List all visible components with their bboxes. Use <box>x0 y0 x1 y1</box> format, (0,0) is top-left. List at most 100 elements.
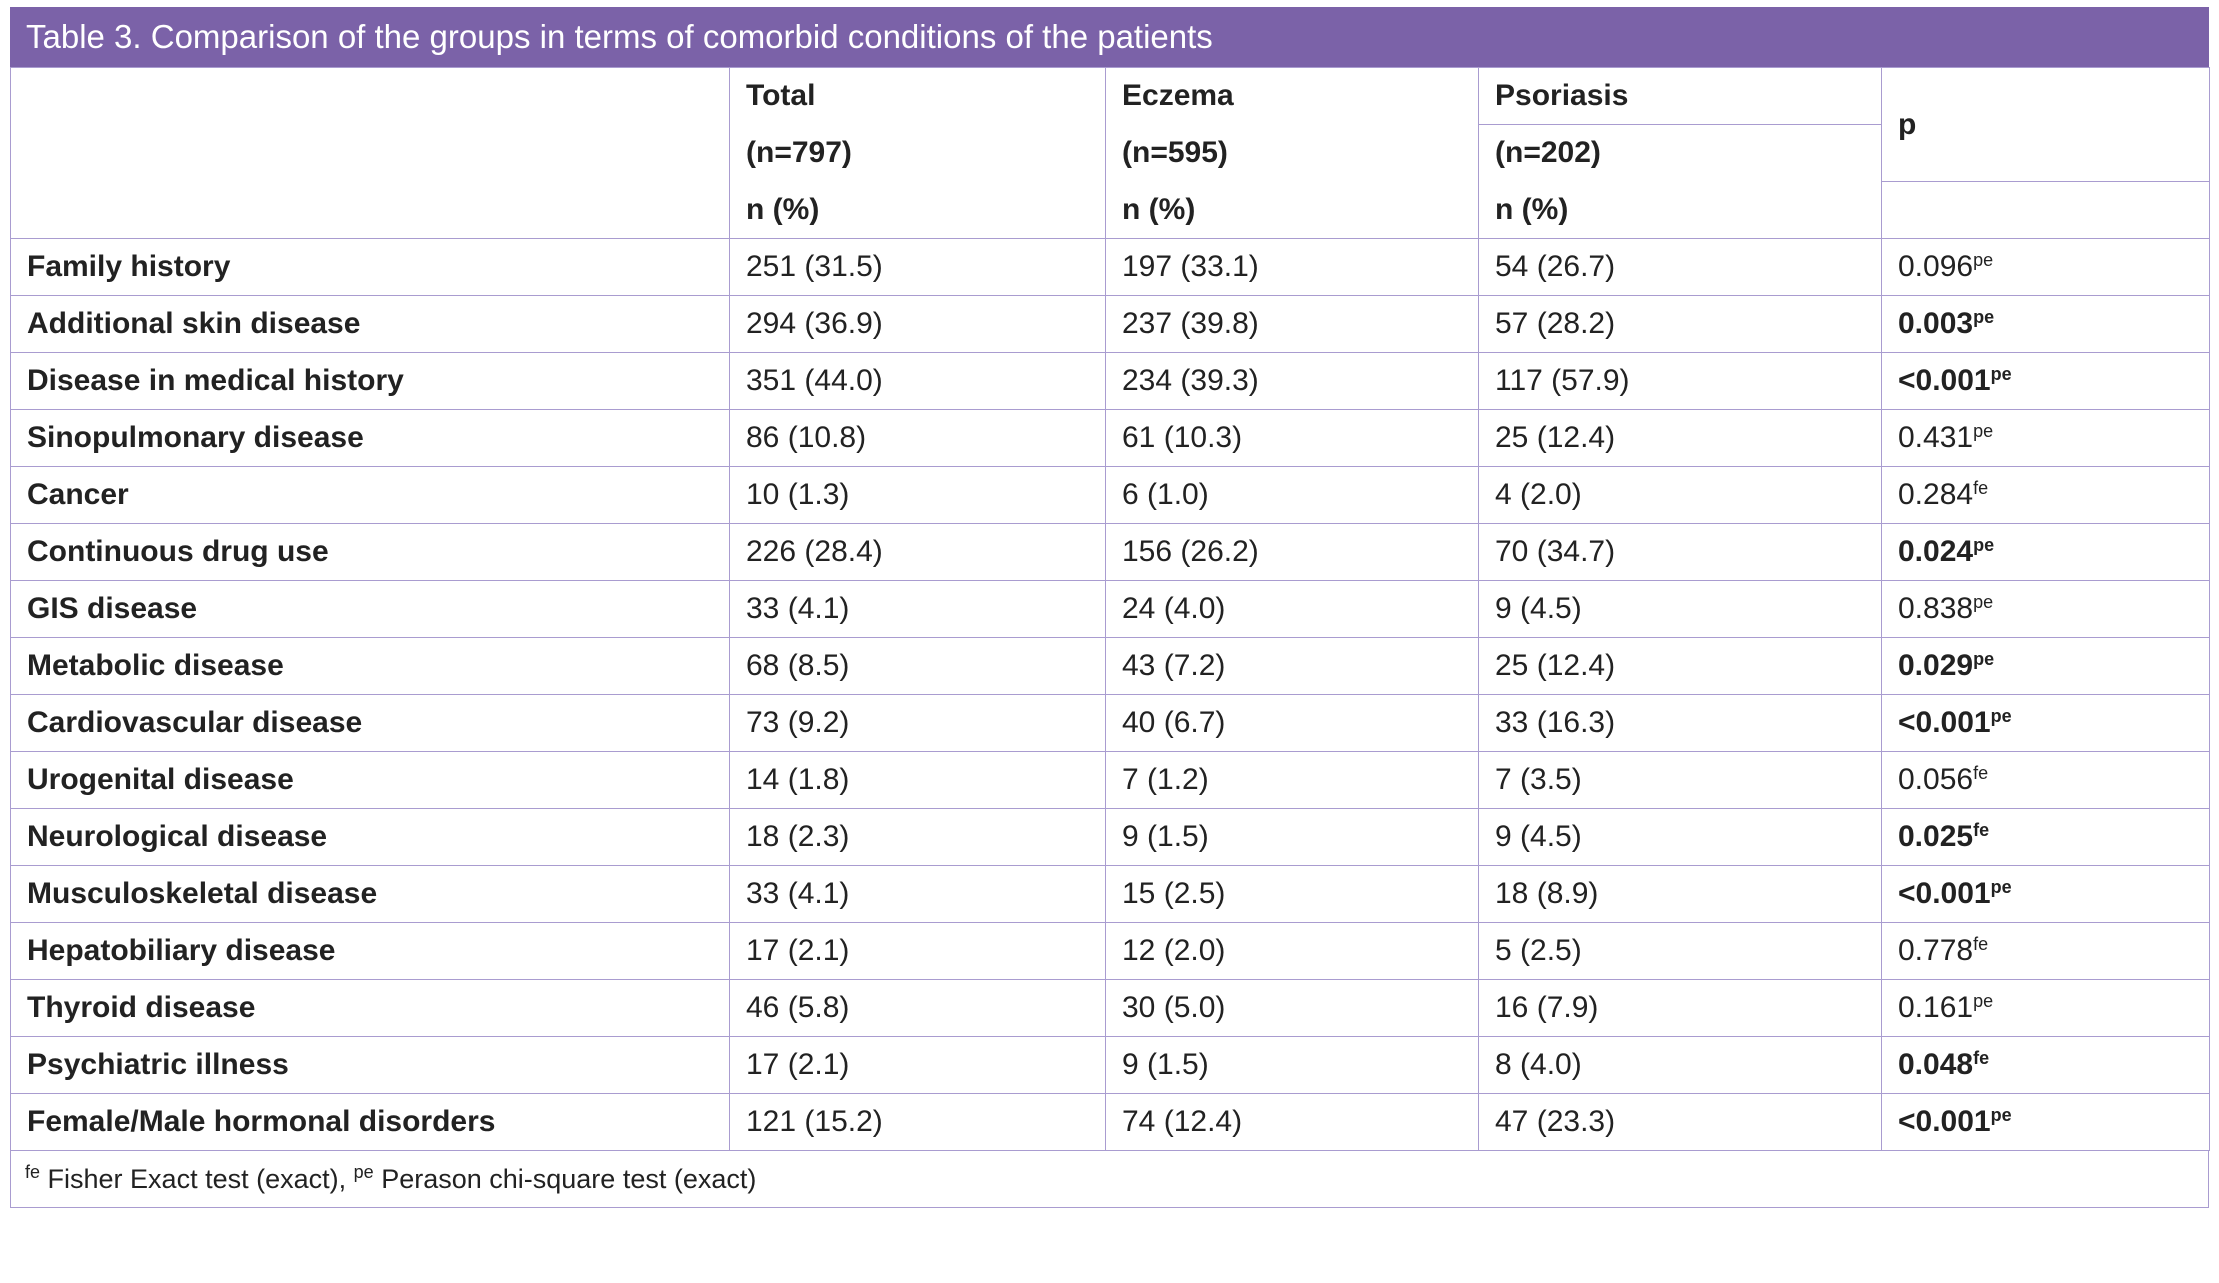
test-mark: fe <box>1973 763 1989 783</box>
test-mark: pe <box>1990 877 2012 897</box>
test-mark: fe <box>1973 1048 1990 1068</box>
footnote-mark: pe <box>353 1162 374 1182</box>
total-cell: 17 (2.1) <box>729 1036 1106 1094</box>
row-label: Continuous drug use <box>10 523 730 581</box>
header-cell <box>10 67 730 239</box>
eczema-cell: 61 (10.3) <box>1105 409 1479 467</box>
p-cell: 0.024pe <box>1881 523 2210 581</box>
row-label: Family history <box>10 238 730 296</box>
row-label: Thyroid disease <box>10 979 730 1037</box>
total-cell: 10 (1.3) <box>729 466 1106 524</box>
total-cell: 121 (15.2) <box>729 1093 1106 1151</box>
eczema-cell: 234 (39.3) <box>1105 352 1479 410</box>
p-cell: <0.001pe <box>1881 694 2210 752</box>
row-label: Metabolic disease <box>10 637 730 695</box>
total-cell: 14 (1.8) <box>729 751 1106 809</box>
p-value: 0.025 <box>1898 820 1974 853</box>
table-title: Table 3. Comparison of the groups in ter… <box>10 7 2209 67</box>
test-mark: pe <box>1973 307 1995 327</box>
p-value: <0.001 <box>1898 877 1991 910</box>
psoriasis-cell: 8 (4.0) <box>1478 1036 1882 1094</box>
total-cell: 351 (44.0) <box>729 352 1106 410</box>
total-cell: 18 (2.3) <box>729 808 1106 866</box>
data-row: Thyroid disease 46 (5.8) 30 (5.0) 16 (7.9) 0… <box>10 979 2210 1037</box>
test-mark: pe <box>1990 364 2012 384</box>
test-mark: pe <box>1973 421 1994 441</box>
test-mark: pe <box>1973 991 1994 1011</box>
header-row: Total Eczema Psoriasis p <box>10 67 2210 239</box>
data-row: Cancer 10 (1.3) 6 (1.0) 4 (2.0) 0.284fe <box>10 466 2210 524</box>
data-row: Disease in medical history 351 (44.0) 234 … <box>10 352 2210 410</box>
column-unit: n (%) <box>1478 181 1882 239</box>
row-label: GIS disease <box>10 580 730 638</box>
data-row: Sinopulmonary disease 86 (10.8) 61 (10.3) 2… <box>10 409 2210 467</box>
p-value: 0.029 <box>1898 649 1974 682</box>
data-row: Neurological disease 18 (2.3) 9 (1.5) 9 (4.… <box>10 808 2210 866</box>
row-label: Cancer <box>10 466 730 524</box>
p-cell: 0.431pe <box>1881 409 2210 467</box>
psoriasis-cell: 70 (34.7) <box>1478 523 1882 581</box>
p-cell: <0.001pe <box>1881 352 2210 410</box>
header-row: (n=797) (n=595) (n=202) <box>11 124 2210 182</box>
total-cell: 251 (31.5) <box>729 238 1106 296</box>
eczema-cell: 156 (26.2) <box>1105 523 1479 581</box>
total-cell: 86 (10.8) <box>729 409 1106 467</box>
eczema-cell: 9 (1.5) <box>1105 1036 1479 1094</box>
row-label: Neurological disease <box>10 808 730 866</box>
test-mark: fe <box>1973 934 1989 954</box>
p-cell: 0.161pe <box>1881 979 2210 1037</box>
total-cell: 46 (5.8) <box>729 979 1106 1037</box>
row-label: Hepatobiliary disease <box>10 922 730 980</box>
column-name: Eczema <box>1105 67 1479 125</box>
test-mark: pe <box>1973 535 1995 555</box>
p-value: 0.778 <box>1898 934 1974 967</box>
data-row: GIS disease 33 (4.1) 24 (4.0) 9 (4.5) 0.838p… <box>10 580 2210 638</box>
p-value: <0.001 <box>1898 706 1991 739</box>
p-cell: 0.048fe <box>1881 1036 2210 1094</box>
total-cell: 17 (2.1) <box>729 922 1106 980</box>
psoriasis-cell: 47 (23.3) <box>1478 1093 1882 1151</box>
data-row: Family history 251 (31.5) 197 (33.1) 54 (26… <box>10 238 2210 296</box>
psoriasis-cell: 9 (4.5) <box>1478 580 1882 638</box>
test-mark: pe <box>1990 1105 2012 1125</box>
psoriasis-cell: 33 (16.3) <box>1478 694 1882 752</box>
footnote: fe Fisher Exact test (exact), pe Perason… <box>10 1151 2209 1208</box>
p-header: p <box>1881 67 2210 182</box>
psoriasis-cell: 25 (12.4) <box>1478 637 1882 695</box>
column-name: Psoriasis <box>1478 67 1882 125</box>
p-value: 0.024 <box>1898 535 1974 568</box>
footnote-text: Perason chi-square test (exact) <box>381 1164 757 1194</box>
column-n: (n=595) <box>1105 124 1479 182</box>
psoriasis-cell: 9 (4.5) <box>1478 808 1882 866</box>
test-mark: pe <box>1973 649 1995 669</box>
psoriasis-cell: 7 (3.5) <box>1478 751 1882 809</box>
data-row: Continuous drug use 226 (28.4) 156 (26.2) 7… <box>10 523 2210 581</box>
total-cell: 73 (9.2) <box>729 694 1106 752</box>
p-value: 0.161 <box>1898 991 1974 1024</box>
test-mark: pe <box>1973 592 1994 612</box>
eczema-cell: 30 (5.0) <box>1105 979 1479 1037</box>
total-cell: 33 (4.1) <box>729 865 1106 923</box>
row-label: Musculoskeletal disease <box>10 865 730 923</box>
row-label: Psychiatric illness <box>10 1036 730 1094</box>
eczema-cell: 197 (33.1) <box>1105 238 1479 296</box>
footnote-mark: fe <box>25 1162 41 1182</box>
row-label: Cardiovascular disease <box>10 694 730 752</box>
psoriasis-cell: 117 (57.9) <box>1478 352 1882 410</box>
p-value: <0.001 <box>1898 1105 1991 1138</box>
total-cell: 68 (8.5) <box>729 637 1106 695</box>
eczema-cell: 12 (2.0) <box>1105 922 1479 980</box>
row-label: Female/Male hormonal disorders <box>10 1093 730 1151</box>
data-row: Psychiatric illness 17 (2.1) 9 (1.5) 8 (4.0… <box>10 1036 2210 1094</box>
data-row: Cardiovascular disease 73 (9.2) 40 (6.7) 33… <box>10 694 2210 752</box>
eczema-cell: 43 (7.2) <box>1105 637 1479 695</box>
p-cell: 0.003pe <box>1881 295 2210 353</box>
p-cell: 0.778fe <box>1881 922 2210 980</box>
row-label: Sinopulmonary disease <box>10 409 730 467</box>
header-cell <box>1881 181 2210 239</box>
eczema-cell: 9 (1.5) <box>1105 808 1479 866</box>
test-mark: fe <box>1973 820 1990 840</box>
data-row: Female/Male hormonal disorders 121 (15.2)… <box>10 1093 2210 1151</box>
psoriasis-cell: 4 (2.0) <box>1478 466 1882 524</box>
